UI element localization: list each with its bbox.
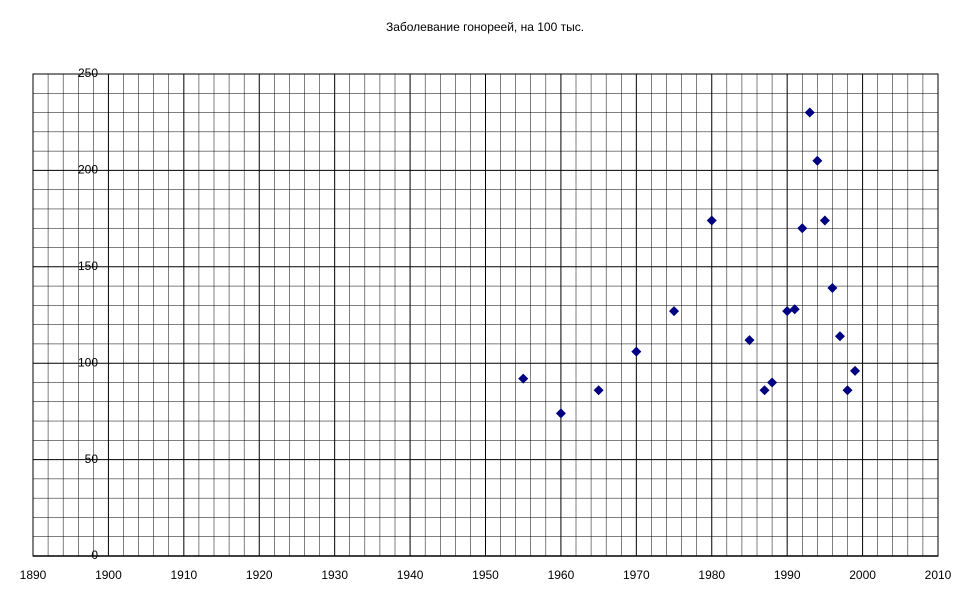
y-tick-label: 50 xyxy=(85,452,99,466)
point xyxy=(555,408,566,419)
chart-title: Заболевание гонореей, на 100 тыс. xyxy=(386,20,584,34)
point xyxy=(518,373,529,384)
point xyxy=(669,306,680,317)
x-tick-label: 1950 xyxy=(472,568,499,582)
point xyxy=(759,385,770,396)
x-tick-label: 1990 xyxy=(774,568,801,582)
point xyxy=(797,223,808,234)
y-tick-label: 200 xyxy=(78,163,98,177)
point xyxy=(834,331,845,342)
x-tick-label: 1910 xyxy=(170,568,197,582)
point xyxy=(782,306,793,317)
point xyxy=(850,365,861,376)
y-tick-label: 0 xyxy=(91,548,98,562)
point xyxy=(827,283,838,294)
y-tick-label: 250 xyxy=(78,66,98,80)
x-tick-label: 2000 xyxy=(849,568,876,582)
x-tick-label: 1890 xyxy=(20,568,47,582)
x-tick-label: 2010 xyxy=(925,568,952,582)
x-tick-label: 1930 xyxy=(321,568,348,582)
x-tick-label: 1940 xyxy=(397,568,424,582)
x-tick-label: 1960 xyxy=(548,568,575,582)
point xyxy=(593,385,604,396)
point xyxy=(819,215,830,226)
y-tick-label: 100 xyxy=(78,355,98,369)
y-tick-label: 150 xyxy=(78,259,98,273)
point xyxy=(631,346,642,357)
x-tick-label: 1900 xyxy=(95,568,122,582)
point xyxy=(812,155,823,166)
x-tick-label: 1980 xyxy=(698,568,725,582)
point xyxy=(744,335,755,346)
point xyxy=(767,377,778,388)
point xyxy=(789,304,800,315)
point xyxy=(706,215,717,226)
point xyxy=(804,107,815,118)
x-tick-label: 1970 xyxy=(623,568,650,582)
point xyxy=(842,385,853,396)
x-tick-label: 1920 xyxy=(246,568,273,582)
